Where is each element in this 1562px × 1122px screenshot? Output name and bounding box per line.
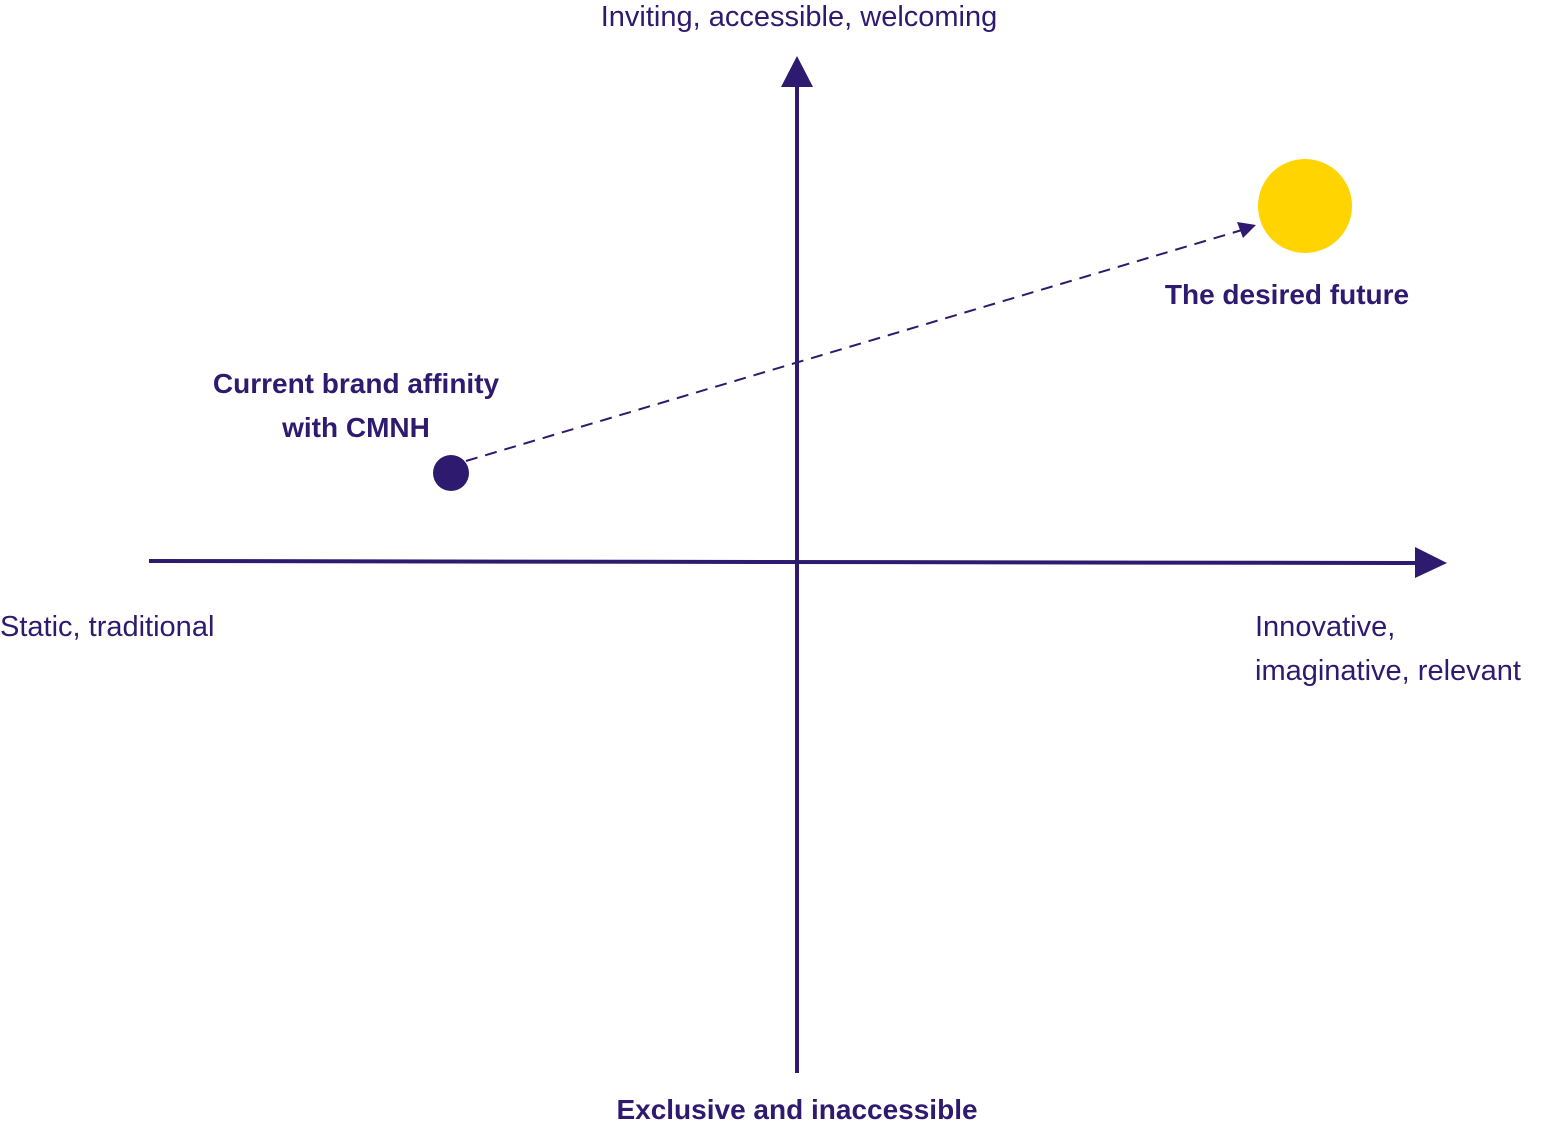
point-label: The desired future bbox=[1165, 279, 1409, 310]
point-label: with CMNH bbox=[281, 412, 430, 443]
axis-label-bottom: Exclusive and inaccessible bbox=[616, 1094, 977, 1122]
axis-label-left: Static, traditional bbox=[0, 611, 214, 643]
axis-label-top: Inviting, accessible, welcoming bbox=[601, 1, 998, 33]
horizontal-axis bbox=[148, 559, 1421, 565]
current-point bbox=[433, 455, 469, 491]
axis-label-right: imaginative, relevant bbox=[1255, 655, 1521, 687]
horizontal-axis-arrow bbox=[1415, 547, 1447, 578]
trajectory-line bbox=[465, 229, 1243, 462]
vertical-axis-arrow bbox=[781, 56, 813, 87]
axis-label-right: Innovative, bbox=[1255, 611, 1395, 643]
future-point bbox=[1258, 159, 1352, 253]
point-label: Current brand affinity bbox=[213, 368, 500, 399]
trajectory-arrow bbox=[1237, 222, 1256, 238]
